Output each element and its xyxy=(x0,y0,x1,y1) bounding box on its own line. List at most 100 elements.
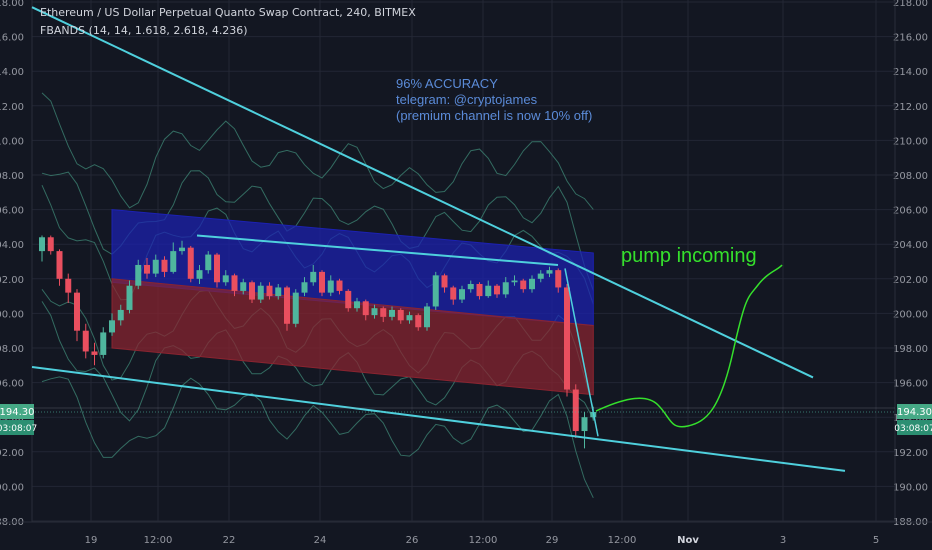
trendline-lower xyxy=(31,366,846,472)
price-tick-left: 214.00 xyxy=(0,67,24,78)
candle-body xyxy=(450,287,457,300)
time-tick: 19 xyxy=(85,535,98,546)
time-tick: 26 xyxy=(406,535,419,546)
candle-body xyxy=(467,283,474,290)
price-tick-left: 216.00 xyxy=(0,33,24,44)
candle-body xyxy=(47,237,54,252)
candle-body xyxy=(301,282,308,293)
candle-body xyxy=(494,285,500,295)
countdown-text: 03:08:07 xyxy=(0,424,37,434)
candle-body xyxy=(257,285,264,300)
time-tick: 29 xyxy=(546,535,559,546)
candle-body xyxy=(109,320,115,333)
candle-body xyxy=(459,289,465,300)
fband-line xyxy=(41,92,594,210)
note-line-3: (premium channel is now 10% off) xyxy=(396,108,592,123)
candle-body xyxy=(152,259,159,274)
candle-body xyxy=(205,254,212,271)
candle-body xyxy=(546,270,553,274)
candle-body xyxy=(336,280,343,291)
candle-body xyxy=(424,306,430,328)
candle-body xyxy=(572,389,579,432)
candle-body xyxy=(222,275,229,283)
candle-body xyxy=(196,270,203,279)
price-tick-left: 190.00 xyxy=(0,482,24,493)
candle-body xyxy=(389,309,395,317)
trendlines xyxy=(31,6,846,472)
countdown-label-left xyxy=(0,420,34,436)
current-price-label-left xyxy=(0,404,34,420)
indicator-legend[interactable]: FBANDS (14, 14, 1.618, 2.618, 4.236) xyxy=(40,24,248,37)
candle-body xyxy=(170,251,177,272)
price-tick-left: 208.00 xyxy=(0,171,24,182)
candle-body xyxy=(231,275,238,291)
time-tick: 12:00 xyxy=(469,535,498,546)
candle-body xyxy=(292,292,299,324)
price-tick-left: 198.00 xyxy=(0,344,24,355)
time-tick: Nov xyxy=(677,535,699,546)
price-tick-left: 202.00 xyxy=(0,275,24,286)
candle-body xyxy=(135,264,142,286)
candle-body xyxy=(397,309,404,321)
candle-body xyxy=(179,247,185,252)
candle-body xyxy=(537,273,544,279)
price-tick-right: 206.00 xyxy=(893,206,928,217)
candle-body xyxy=(100,332,107,355)
candle-body xyxy=(476,283,483,297)
trendline-channel-top xyxy=(196,234,559,266)
candle-body xyxy=(354,301,360,309)
candle-body xyxy=(117,309,124,321)
price-tick-right: 218.00 xyxy=(893,0,928,9)
time-tick: 12:00 xyxy=(144,535,173,546)
candle-body xyxy=(82,330,89,352)
candle-body xyxy=(345,290,352,309)
candle-body xyxy=(327,280,334,293)
price-tick-right: 196.00 xyxy=(893,379,928,390)
countdown-text: 03:08:07 xyxy=(894,424,932,434)
candle-body xyxy=(284,287,290,324)
pump-projection-curve xyxy=(595,264,783,428)
price-tick-left: 218.00 xyxy=(0,0,24,9)
price-tick-left: 196.00 xyxy=(0,379,24,390)
price-tick-left: 200.00 xyxy=(0,309,24,320)
candle-body xyxy=(144,264,150,274)
candle-body xyxy=(362,301,369,316)
price-tick-right: 190.00 xyxy=(893,482,928,493)
note-line-2: telegram: @cryptojames xyxy=(396,92,538,107)
candle-body xyxy=(319,271,325,293)
price-tick-left: 212.00 xyxy=(0,102,24,113)
candle-body xyxy=(249,282,255,300)
candle-body xyxy=(380,308,387,317)
price-tick-right: 200.00 xyxy=(893,309,928,320)
candle-body xyxy=(39,237,45,252)
candle-body xyxy=(432,275,439,307)
candle-body xyxy=(214,254,220,283)
pump-incoming-label: pump incoming xyxy=(621,245,757,267)
price-tick-right: 216.00 xyxy=(893,33,928,44)
candle-body xyxy=(240,282,247,291)
candle-body xyxy=(56,251,63,279)
price-tick-left: 210.00 xyxy=(0,136,24,147)
candle-body xyxy=(65,278,72,293)
candle-body xyxy=(581,417,588,432)
chart-title: Ethereum / US Dollar Perpetual Quanto Sw… xyxy=(40,6,416,19)
candle-body xyxy=(520,280,527,290)
price-tick-right: 212.00 xyxy=(893,102,928,113)
candles xyxy=(39,235,597,449)
candle-body xyxy=(555,270,562,288)
price-tick-right: 210.00 xyxy=(893,136,928,147)
current-price-text: 194.30 xyxy=(0,407,35,418)
candle-body xyxy=(126,285,133,310)
price-tick-right: 198.00 xyxy=(893,344,928,355)
candle-body xyxy=(485,285,492,297)
candle-body xyxy=(266,285,273,297)
candle-body xyxy=(406,315,413,321)
time-tick: 5 xyxy=(873,535,879,546)
trendline-upper xyxy=(31,6,814,379)
candle-body xyxy=(371,308,378,316)
price-tick-right: 202.00 xyxy=(893,275,928,286)
current-price-text: 194.30 xyxy=(897,407,932,418)
candle-body xyxy=(441,275,448,288)
time-tick: 12:00 xyxy=(608,535,637,546)
